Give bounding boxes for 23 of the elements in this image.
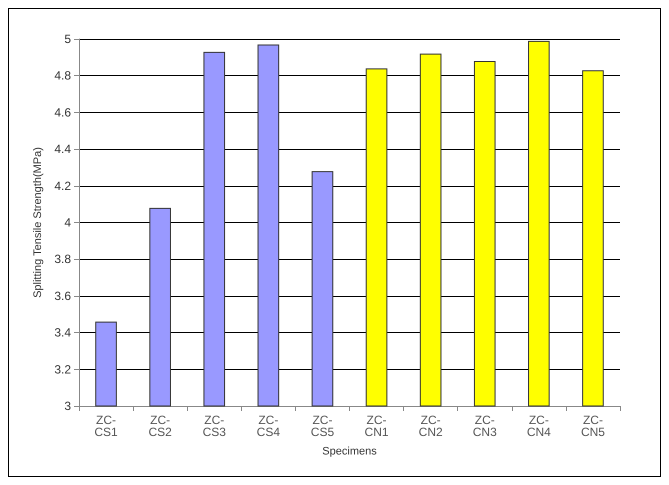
y-tick-label: 3.2 (54, 362, 72, 376)
x-tick-label: ZC-CS5 (310, 413, 334, 439)
x-tick-label: ZC-CS3 (202, 413, 226, 439)
y-tick-label: 3.8 (54, 252, 72, 266)
y-tick-label: 3 (64, 399, 72, 413)
y-tick-label: 4.6 (54, 105, 72, 120)
y-tick-label: 3.4 (54, 326, 72, 340)
y-tick-label: 4.2 (54, 178, 72, 193)
y-tick-label: 3.6 (54, 288, 72, 303)
y-tick-label: 4.4 (54, 142, 72, 156)
x-tick-label: ZC-CS2 (148, 413, 172, 439)
y-tick-label: 4 (64, 216, 72, 230)
x-tick-label: ZC-CN4 (526, 413, 552, 439)
x-axis-title: Specimens (322, 446, 378, 458)
y-axis-title: Splitting Tensile Strength(MPa) (32, 147, 44, 298)
x-tick-label: ZC-CN5 (580, 413, 606, 439)
y-tick-label: 4.8 (54, 68, 72, 83)
x-tick-label: ZC-CN1 (364, 413, 389, 439)
x-tick-label: ZC-CS4 (256, 413, 280, 439)
x-tick-label: ZC-CN2 (418, 413, 443, 439)
x-tick-label: ZC-CN3 (472, 413, 498, 439)
y-tick-label: 5 (64, 32, 72, 46)
x-tick-label: ZC-CS1 (94, 413, 118, 439)
